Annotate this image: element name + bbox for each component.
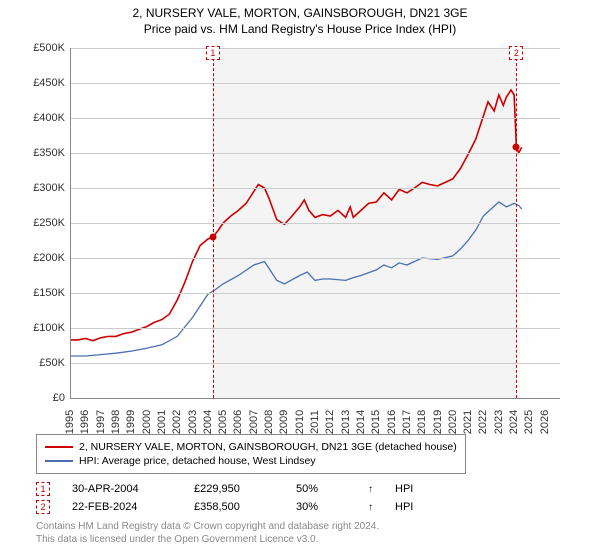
attribution-line1: Contains HM Land Registry data © Crown c…	[36, 520, 580, 533]
legend-block: 2, NURSERY VALE, MORTON, GAINSBOROUGH, D…	[36, 434, 580, 514]
x-axis-label: 2010	[294, 410, 306, 434]
y-axis-label: £250K	[10, 217, 65, 229]
legend-row-red: 2, NURSERY VALE, MORTON, GAINSBOROUGH, D…	[45, 441, 457, 453]
x-axis-label: 2009	[278, 410, 290, 434]
x-axis-label: 2017	[401, 410, 413, 434]
gridline-horizontal	[70, 83, 560, 84]
legend-label-red: 2, NURSERY VALE, MORTON, GAINSBOROUGH, D…	[79, 441, 457, 453]
y-axis-label: £100K	[10, 322, 65, 334]
x-axis-label: 2006	[232, 410, 244, 434]
x-axis-label: 1998	[110, 410, 122, 434]
x-axis-label: 1995	[64, 410, 76, 434]
x-axis-label: 2021	[462, 410, 474, 434]
marker-box: 1	[206, 46, 220, 60]
y-axis-label: £400K	[10, 112, 65, 124]
transaction-price: £358,500	[194, 501, 274, 513]
x-axis-label: 2022	[477, 410, 489, 434]
x-axis-label: 2003	[187, 410, 199, 434]
x-axis-label: 2012	[324, 410, 336, 434]
x-axis-label: 2008	[263, 410, 275, 434]
chart-title-block: 2, NURSERY VALE, MORTON, GAINSBOROUGH, D…	[0, 0, 600, 38]
table-row: 1 30-APR-2004 £229,950 50% ↑ HPI	[36, 482, 580, 496]
y-axis-line	[70, 48, 71, 398]
x-axis-label: 2013	[340, 410, 352, 434]
x-axis-label: 2007	[248, 410, 260, 434]
y-axis-label: £200K	[10, 252, 65, 264]
gridline-horizontal	[70, 188, 560, 189]
transaction-vs: HPI	[395, 483, 413, 495]
x-axis-label: 2026	[539, 410, 551, 434]
transaction-vs: HPI	[395, 501, 413, 513]
y-axis-label: £350K	[10, 147, 65, 159]
x-axis-label: 2020	[447, 410, 459, 434]
arrow-up-icon: ↑	[368, 484, 373, 495]
y-axis-label: £450K	[10, 77, 65, 89]
x-axis-label: 1996	[79, 410, 91, 434]
x-axis-label: 2002	[171, 410, 183, 434]
x-axis-label: 2004	[202, 410, 214, 434]
marker-dot	[209, 234, 216, 241]
legend-label-blue: HPI: Average price, detached house, West…	[79, 455, 316, 467]
x-axis-label: 2011	[309, 410, 321, 434]
table-row: 2 22-FEB-2024 £358,500 30% ↑ HPI	[36, 500, 580, 514]
series-blue-line	[70, 202, 522, 356]
chart-area: £0 £50K £100K £150K £200K £250K £300K £350K £400…	[10, 38, 570, 428]
marker-vline	[516, 48, 517, 398]
y-axis-label: £0	[10, 392, 65, 404]
y-axis-label: £300K	[10, 182, 65, 194]
transaction-date: 30-APR-2004	[72, 483, 172, 495]
gridline-horizontal	[70, 118, 560, 119]
marker-dot	[513, 144, 520, 151]
gridline-horizontal	[70, 328, 560, 329]
chart-title-line2: Price paid vs. HM Land Registry's House …	[0, 22, 600, 36]
x-axis-label: 1999	[125, 410, 137, 434]
transaction-date: 22-FEB-2024	[72, 501, 172, 513]
x-axis-line	[70, 398, 560, 399]
y-axis-label: £150K	[10, 287, 65, 299]
attribution-block: Contains HM Land Registry data © Crown c…	[36, 520, 580, 546]
y-axis-label: £50K	[10, 357, 65, 369]
gridline-horizontal	[70, 153, 560, 154]
gridline-horizontal	[70, 363, 560, 364]
gridline-horizontal	[70, 223, 560, 224]
legend-swatch-blue	[45, 460, 73, 462]
legend-swatch-red	[45, 446, 73, 448]
x-axis-label: 2000	[141, 410, 153, 434]
gridline-horizontal	[70, 48, 560, 49]
x-axis-label: 2025	[523, 410, 535, 434]
legend-row-blue: HPI: Average price, detached house, West…	[45, 455, 457, 467]
x-axis-label: 2015	[370, 410, 382, 434]
x-axis-label: 2001	[156, 410, 168, 434]
transaction-marker-2: 2	[36, 500, 50, 514]
x-axis-label: 2016	[386, 410, 398, 434]
transaction-pct: 30%	[296, 501, 346, 513]
x-axis-label: 1997	[95, 410, 107, 434]
series-red-line	[70, 90, 522, 341]
x-axis-label: 2024	[508, 410, 520, 434]
x-axis-label: 2019	[432, 410, 444, 434]
x-axis-label: 2005	[217, 410, 229, 434]
gridline-horizontal	[70, 258, 560, 259]
x-axis-label: 2023	[493, 410, 505, 434]
legend-box: 2, NURSERY VALE, MORTON, GAINSBOROUGH, D…	[36, 434, 466, 474]
arrow-up-icon: ↑	[368, 502, 373, 513]
transaction-table: 1 30-APR-2004 £229,950 50% ↑ HPI 2 22-FE…	[36, 482, 580, 514]
chart-title-line1: 2, NURSERY VALE, MORTON, GAINSBOROUGH, D…	[0, 6, 600, 20]
attribution-line2: This data is licensed under the Open Gov…	[36, 533, 580, 546]
x-axis-label: 2018	[416, 410, 428, 434]
marker-box: 2	[509, 46, 523, 60]
x-axis-label: 2014	[355, 410, 367, 434]
gridline-horizontal	[70, 293, 560, 294]
marker-vline	[213, 48, 214, 398]
transaction-price: £229,950	[194, 483, 274, 495]
y-axis-label: £500K	[10, 42, 65, 54]
transaction-pct: 50%	[296, 483, 346, 495]
transaction-marker-1: 1	[36, 482, 50, 496]
